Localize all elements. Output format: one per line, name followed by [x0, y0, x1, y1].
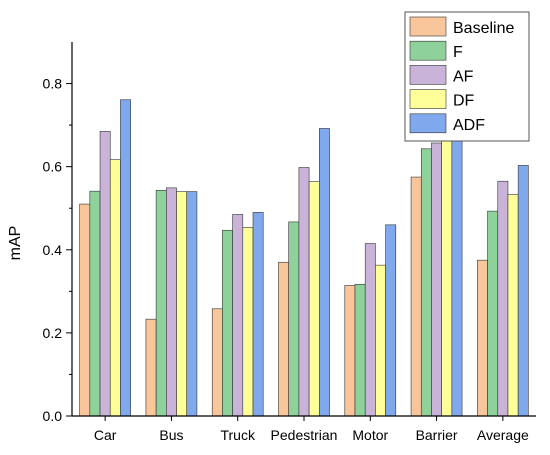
bar-af-truck	[232, 214, 244, 417]
bar-df-car	[109, 159, 121, 417]
bar-baseline-car	[79, 203, 91, 417]
bar-af-barrier	[431, 142, 442, 417]
plot-area: Car Bus Truck Pedestrian Motor Barrier Average…	[43, 42, 536, 443]
bar-f-motor	[354, 283, 366, 417]
legend: Baseline F AF DF ADF	[404, 11, 530, 142]
legend-swatch-adf	[409, 113, 447, 134]
bar-df-average	[507, 194, 519, 417]
bar-df-motor	[375, 264, 386, 417]
bar-adf-motor	[385, 224, 397, 417]
bar-adf-pedestrian	[318, 128, 330, 417]
bar-baseline-bus	[145, 318, 157, 417]
bar-f-truck	[222, 229, 233, 417]
legend-label-adf: ADF	[453, 117, 485, 134]
bar-adf-truck	[252, 212, 264, 417]
legend-label-af: AF	[453, 68, 474, 85]
bar-baseline-truck	[211, 308, 223, 417]
y-tick-label: 0.0	[43, 408, 63, 424]
legend-swatch-baseline	[409, 16, 447, 37]
bar-baseline-pedestrian	[278, 261, 289, 417]
x-tick-label: Average	[477, 427, 529, 443]
x-tick-label: Truck	[220, 427, 255, 443]
y-tick-label: 0.6	[43, 159, 63, 175]
legend-swatch-f	[409, 40, 447, 61]
bar-df-pedestrian	[308, 181, 320, 417]
bar-f-bus	[155, 190, 167, 417]
bar-f-pedestrian	[288, 221, 300, 417]
bar-af-car	[99, 131, 111, 417]
bar-f-average	[487, 210, 499, 417]
bar-adf-average	[517, 165, 529, 417]
y-tick-label: 0.8	[43, 76, 63, 92]
bar-af-bus	[166, 187, 177, 417]
legend-label-f: F	[453, 44, 463, 61]
bar-baseline-barrier	[410, 176, 422, 417]
bar-adf-car	[120, 99, 131, 417]
bar-df-barrier	[441, 140, 453, 417]
bar-f-barrier	[420, 148, 432, 417]
x-tick-label: Bus	[159, 427, 183, 443]
bar-af-average	[497, 180, 509, 417]
x-tick-label: Barrier	[416, 427, 458, 443]
legend-label-df: DF	[453, 93, 475, 110]
bar-adf-bus	[186, 191, 198, 417]
y-tick-label: 0.4	[43, 242, 63, 258]
legend-swatch-df	[409, 89, 447, 109]
bar-af-motor	[364, 243, 376, 417]
y-tick-label: 0.2	[43, 325, 63, 341]
bar-baseline-average	[477, 259, 488, 417]
x-tick-label: Pedestrian	[271, 427, 338, 443]
x-tick-label: Motor	[352, 427, 388, 443]
bar-adf-barrier	[451, 135, 463, 417]
legend-swatch-af	[409, 65, 447, 85]
y-axis-title: mAP	[7, 226, 24, 261]
bar-df-bus	[176, 191, 188, 417]
x-tick-label: Car	[94, 427, 117, 443]
bar-f-car	[89, 190, 101, 417]
bar-af-pedestrian	[298, 167, 310, 417]
legend-label-baseline: Baseline	[453, 20, 514, 37]
bar-df-truck	[242, 227, 254, 417]
bar-baseline-motor	[344, 285, 356, 417]
